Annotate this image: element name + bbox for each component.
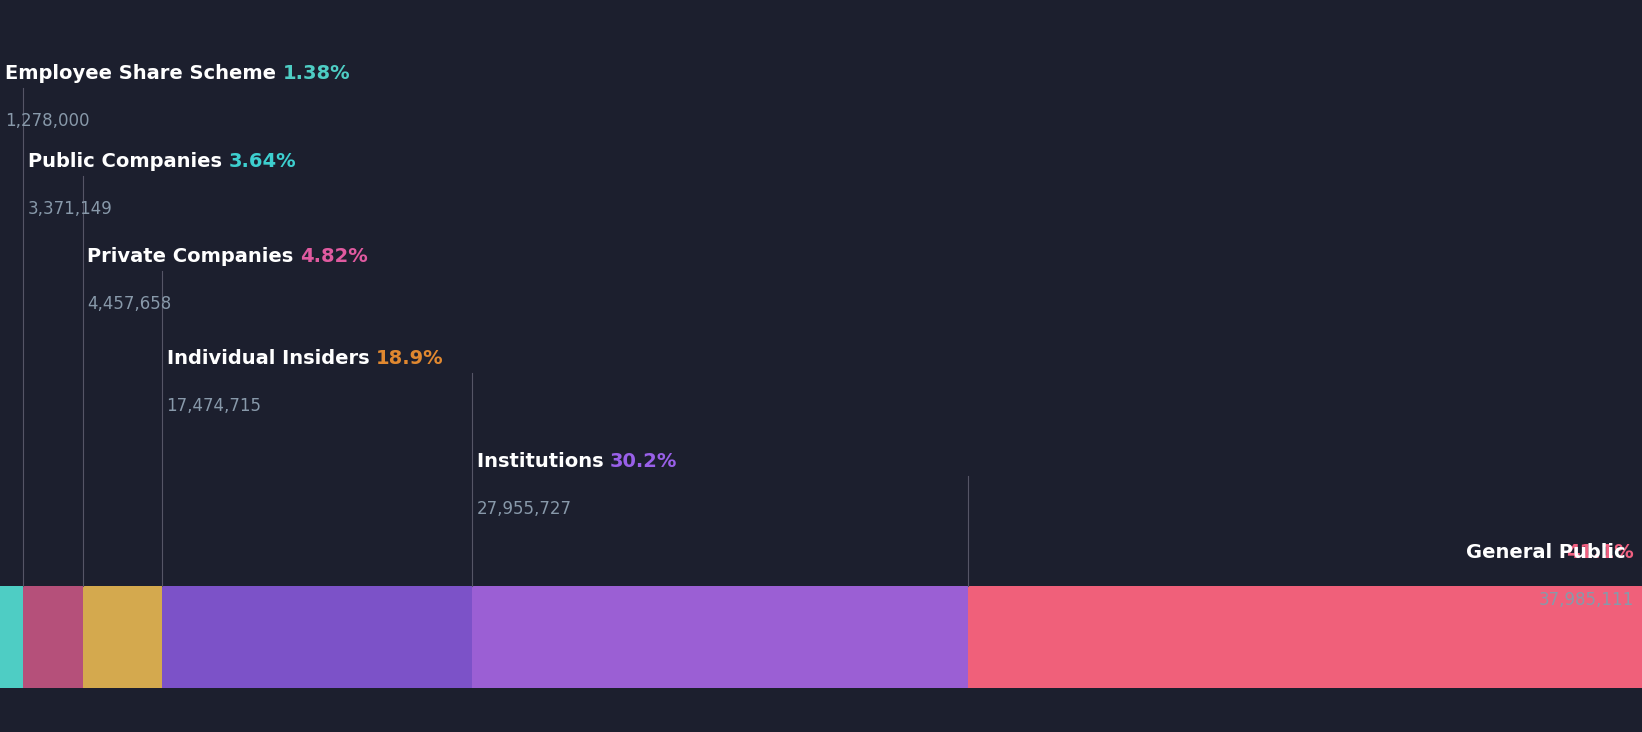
Text: Institutions: Institutions xyxy=(476,452,611,471)
Bar xyxy=(967,586,1642,688)
Text: 18.9%: 18.9% xyxy=(376,349,443,368)
Bar xyxy=(471,586,967,688)
Text: 3.64%: 3.64% xyxy=(228,152,296,171)
Text: 4.82%: 4.82% xyxy=(300,247,368,266)
Text: 4,457,658: 4,457,658 xyxy=(87,295,172,313)
Text: 1.38%: 1.38% xyxy=(282,64,350,83)
Text: Public Companies: Public Companies xyxy=(28,152,228,171)
Text: Individual Insiders: Individual Insiders xyxy=(166,349,376,368)
Text: 30.2%: 30.2% xyxy=(611,452,678,471)
Text: General Public: General Public xyxy=(1466,543,1632,562)
Bar xyxy=(82,586,161,688)
Bar xyxy=(23,586,82,688)
Text: Employee Share Scheme: Employee Share Scheme xyxy=(5,64,282,83)
Text: 17,474,715: 17,474,715 xyxy=(166,397,261,415)
Text: 1,278,000: 1,278,000 xyxy=(5,112,89,130)
Bar xyxy=(161,586,471,688)
Bar xyxy=(0,586,23,688)
Text: 41.1%: 41.1% xyxy=(1566,543,1634,562)
Text: 37,985,111: 37,985,111 xyxy=(1539,591,1634,609)
Text: 27,955,727: 27,955,727 xyxy=(476,500,571,518)
Text: 3,371,149: 3,371,149 xyxy=(28,200,112,217)
Text: Private Companies: Private Companies xyxy=(87,247,300,266)
